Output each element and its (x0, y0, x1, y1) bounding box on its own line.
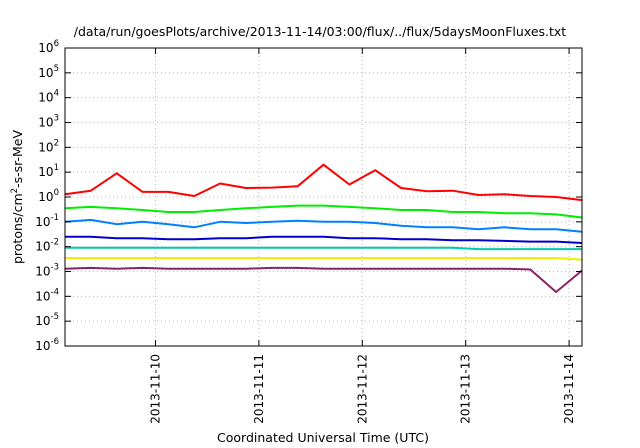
y-axis-label: protons/cm2-s-sr-MeV (10, 130, 25, 264)
y-tick-label: 106 (38, 39, 59, 55)
y-tick-label: 10-2 (35, 238, 59, 254)
grid (65, 47, 582, 347)
y-tick-label: 100 (38, 188, 59, 204)
x-tick-label: 2013-11-11 (252, 354, 266, 424)
series-line-3 (64, 218, 583, 233)
y-tick-label: 10-5 (35, 312, 59, 328)
y-tick-label: 10-4 (35, 287, 59, 303)
y-tick-label: 101 (38, 163, 59, 179)
series-line-2 (64, 204, 583, 219)
y-tick-label: 105 (38, 64, 59, 80)
x-axis-ticks: 2013-11-10 2013-11-11 2013-11-12 2013-11-13… (148, 48, 576, 424)
series-line-1 (64, 163, 583, 202)
plot-frame (64, 47, 583, 347)
y-tick-label: 10-6 (35, 337, 59, 353)
x-axis-label: Coordinated Universal Time (UTC) (217, 430, 429, 445)
y-tick-label: 104 (38, 89, 59, 105)
y-tick-label: 10-3 (35, 263, 59, 279)
series-line-4 (65, 235, 583, 244)
series-lines (64, 163, 583, 293)
x-tick-label: 2013-11-10 (148, 354, 162, 424)
y-tick-label: 103 (38, 114, 59, 130)
x-tick-label: 2013-11-13 (459, 354, 473, 424)
y-axis-ticks: 10-6 10-5 10-4 10-3 10-2 10-1 100 101 102 103 104 1… (35, 39, 582, 353)
series-line-6 (65, 257, 583, 261)
y-tick-label: 10-1 (35, 213, 59, 229)
x-tick-label: 2013-11-12 (355, 354, 369, 424)
series-line-5 (65, 246, 582, 251)
series-line-7 (64, 266, 583, 293)
x-tick-label: 2013-11-14 (562, 354, 576, 424)
chart-title: /data/run/goesPlots/archive/2013-11-14/0… (74, 24, 567, 39)
y-tick-label: 102 (38, 138, 59, 154)
